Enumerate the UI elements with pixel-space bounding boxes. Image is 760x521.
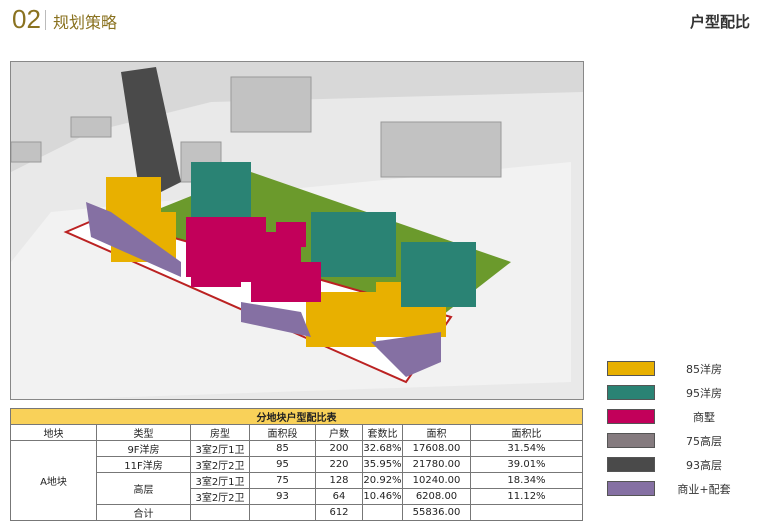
cell: 85: [249, 440, 316, 457]
cell: 3室2厅2卫: [190, 456, 250, 473]
table-row: A地块 9F洋房 3室2厅1卫 85 200 32.68% 17608.00 3…: [10, 440, 583, 521]
cell: 18.34%: [470, 472, 583, 489]
column-header: 户数: [315, 424, 363, 441]
table-title: 分地块户型配比表: [10, 408, 583, 425]
cell: 11.12%: [470, 488, 583, 505]
divider: [45, 10, 46, 30]
legend-swatch: [607, 385, 655, 400]
cell: 95: [249, 456, 316, 473]
cell: 10240.00: [402, 472, 471, 489]
section-number: 02: [12, 4, 41, 34]
cell: 11F洋房: [96, 456, 191, 473]
cell: 64: [315, 488, 363, 505]
cell: 17608.00: [402, 440, 471, 457]
cell: 9F洋房: [96, 440, 191, 457]
cell: 10.46%: [362, 488, 403, 505]
cell: 高层: [96, 472, 191, 505]
legend-label: 93高层: [686, 459, 722, 472]
cell: 75: [249, 472, 316, 489]
unit-ratio-table: 分地块户型配比表 地块 类型 房型 面积段 户数 套数比 面积 面积比 A地块 …: [10, 408, 583, 521]
cell: 32.68%: [362, 440, 403, 457]
cell: 612: [315, 504, 363, 521]
cell: 200: [315, 440, 363, 457]
column-header: 面积段: [249, 424, 316, 441]
cell: [470, 504, 583, 521]
cell: 20.92%: [362, 472, 403, 489]
column-header: 地块: [10, 424, 97, 441]
column-header: 套数比: [362, 424, 403, 441]
total-row: 合计 612 55836.00: [11, 504, 583, 521]
legend-label: 85洋房: [686, 363, 722, 376]
table-row: 3室2厅2卫 93 64 10.46% 6208.00 11.12%: [11, 488, 583, 505]
legend-label: 商墅: [693, 411, 715, 424]
cell: 3室2厅1卫: [190, 472, 250, 489]
legend-swatch: [607, 433, 655, 448]
cell: 35.95%: [362, 456, 403, 473]
cell: 39.01%: [470, 456, 583, 473]
cell: 21780.00: [402, 456, 471, 473]
legend-label: 95洋房: [686, 387, 722, 400]
cell: [249, 504, 316, 521]
cell: [362, 504, 403, 521]
legend-swatch: [607, 409, 655, 424]
site-plan-image: [10, 61, 584, 400]
cell: 128: [315, 472, 363, 489]
cell: 3室2厅1卫: [190, 440, 250, 457]
column-header: 面积: [402, 424, 471, 441]
page-title: 户型配比: [689, 13, 750, 31]
column-header: 面积比: [470, 424, 583, 441]
table-row: 11F洋房 3室2厅2卫 95 220 35.95% 21780.00 39.0…: [11, 456, 583, 473]
cell: 合计: [96, 504, 191, 521]
cell: 6208.00: [402, 488, 471, 505]
legend-swatch: [607, 361, 655, 376]
cell: 55836.00: [402, 504, 471, 521]
column-header: 房型: [190, 424, 250, 441]
legend-swatch: [607, 457, 655, 472]
cell: 93: [249, 488, 316, 505]
legend-swatch: [607, 481, 655, 496]
cell: 31.54%: [470, 440, 583, 457]
cell: 3室2厅2卫: [190, 488, 250, 505]
table-row: 高层 3室2厅1卫 75 128 20.92% 10240.00 18.34%: [11, 472, 583, 505]
cell: [190, 504, 250, 521]
legend-label: 商业+配套: [677, 483, 731, 496]
column-header: 类型: [96, 424, 191, 441]
legend-label: 75高层: [686, 435, 722, 448]
plot-cell: A地块: [10, 440, 97, 521]
table-header: 地块 类型 房型 面积段 户数 套数比 面积 面积比: [10, 424, 583, 441]
section-title: 规划策略: [53, 13, 118, 32]
cell: 220: [315, 456, 363, 473]
